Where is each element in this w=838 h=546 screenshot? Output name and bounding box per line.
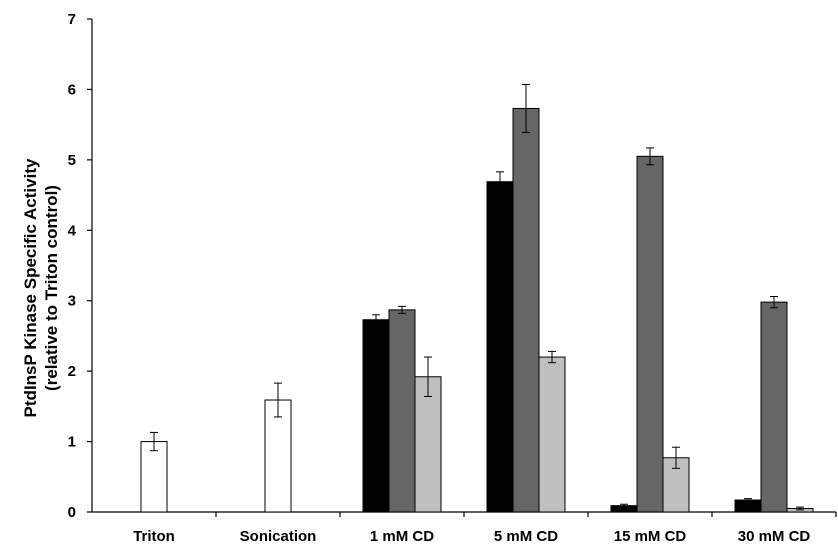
x-tick-label: 30 mM CD [738,528,811,545]
y-tick-label: 4 [68,222,77,239]
x-tick-label: 15 mM CD [614,528,687,545]
bar [538,356,566,513]
y-tick-label: 7 [68,11,76,28]
y-tick-label: 5 [68,152,76,169]
y-axis-label: PtdInsP Kinase Specific Activity (relati… [21,158,61,417]
y-tick-label: 6 [68,81,76,98]
bar [636,155,664,513]
x-tick-label: Sonication [240,528,317,545]
bar [662,457,690,513]
x-tick-label: 1 mM CD [370,528,434,545]
bar [760,301,788,513]
y-tick-label: 2 [68,363,76,380]
bar [362,319,390,513]
bar [512,107,540,513]
y-tick-label: 0 [68,504,76,521]
bar [140,441,168,513]
y-tick-label: 1 [68,434,76,451]
bar [414,376,442,513]
x-tick-label: 5 mM CD [494,528,558,545]
y-tick-label: 3 [68,293,76,310]
bar [486,181,514,513]
y-axis-label-line2: (relative to Triton control) [42,185,61,391]
plot-area: 0 1 2 3 4 5 6 7 Triton Sonication 1 mM CD 5 mM CD 15… [68,11,837,545]
y-axis-label-line1: PtdInsP Kinase Specific Activity [21,158,40,417]
x-tick-label: Triton [133,528,175,545]
bar [388,309,416,513]
